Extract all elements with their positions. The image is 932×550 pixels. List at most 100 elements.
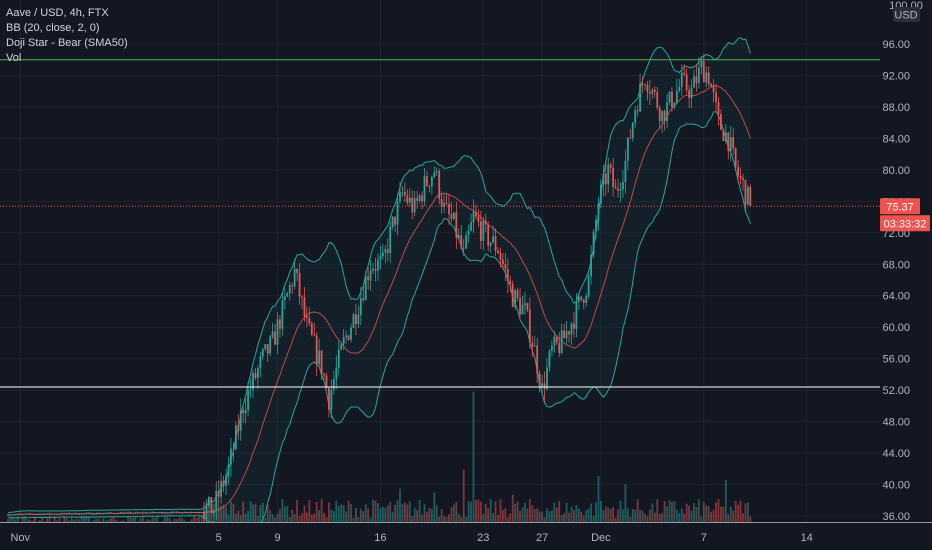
candle-body xyxy=(190,512,193,514)
volume-bar xyxy=(14,519,17,522)
volume-bar xyxy=(428,507,431,522)
volume-bar xyxy=(563,513,566,522)
volume-bar xyxy=(41,517,44,522)
chart-legend: Aave / USD, 4h, FTX BB (20, close, 2, 0)… xyxy=(6,6,128,66)
candle-body xyxy=(97,512,100,514)
volume-bar xyxy=(208,511,210,522)
candle-body xyxy=(744,179,747,205)
volume-bar xyxy=(570,506,573,522)
candle-body xyxy=(78,514,80,516)
volume-bar xyxy=(173,518,176,522)
volume-bar xyxy=(178,517,181,522)
volume-bar xyxy=(744,503,747,522)
candle-body xyxy=(85,512,88,514)
volume-bar xyxy=(185,521,188,522)
candle-body xyxy=(318,350,321,365)
volume-bar xyxy=(63,516,66,522)
candle-body xyxy=(110,512,112,514)
volume-bar xyxy=(487,508,490,522)
candle-body xyxy=(526,303,529,310)
time-tick-label: 23 xyxy=(477,532,489,544)
candle-body xyxy=(543,383,546,389)
candle-body xyxy=(404,191,406,196)
volume-bar xyxy=(509,513,512,522)
volume-bar xyxy=(597,475,600,522)
volume-bar xyxy=(438,516,441,522)
candle-body xyxy=(377,259,379,271)
volume-bar xyxy=(7,519,9,522)
volume-bar xyxy=(249,501,252,522)
volume-bar xyxy=(377,503,379,522)
volume-bar xyxy=(658,513,661,522)
candle-body xyxy=(536,345,539,374)
candle-body xyxy=(16,513,19,515)
candle-body xyxy=(421,195,423,202)
candle-body xyxy=(100,513,102,515)
candle-body xyxy=(467,230,470,236)
volume-bar xyxy=(590,503,592,522)
candle-body xyxy=(286,293,289,297)
candle-body xyxy=(435,171,438,173)
candle-body xyxy=(237,425,240,431)
indicator-doji-star[interactable]: Doji Star - Bear (SMA50) xyxy=(6,37,128,49)
volume-bar xyxy=(734,500,737,522)
time-tick-label: Dec xyxy=(591,532,611,544)
candle-body xyxy=(58,514,61,515)
indicator-bollinger[interactable]: BB (20, close, 2, 0) xyxy=(6,22,100,34)
candle-body xyxy=(7,514,9,516)
candle-body xyxy=(129,512,132,514)
candle-body xyxy=(379,256,382,260)
candle-body xyxy=(497,250,499,254)
volume-bar xyxy=(634,509,637,522)
price-tick-label: 68.00 xyxy=(882,259,910,271)
volume-bar xyxy=(337,505,340,522)
candle-body xyxy=(663,110,666,122)
price-axis[interactable]: 100.00USD96.0092.0088.0084.0080.0076.007… xyxy=(880,0,932,550)
candle-body xyxy=(671,91,673,108)
volume-bar xyxy=(119,520,122,522)
volume-bar xyxy=(320,499,323,522)
candle-body xyxy=(555,336,558,343)
horizontal-lines[interactable] xyxy=(0,59,880,388)
candle-body xyxy=(345,335,347,338)
time-tick-label: 27 xyxy=(536,532,548,544)
volume-bar xyxy=(315,501,318,522)
currency-label[interactable]: USD xyxy=(894,10,917,22)
volume-bar xyxy=(386,504,389,522)
candle-body xyxy=(271,331,274,337)
indicator-volume[interactable]: Vol xyxy=(6,52,22,64)
volume-bar xyxy=(673,501,676,522)
volume-bar xyxy=(592,515,595,522)
candle-body xyxy=(577,296,580,302)
time-tick-label: 5 xyxy=(216,532,222,544)
volume-bar xyxy=(430,509,433,522)
candle-body xyxy=(685,74,688,91)
candle-body xyxy=(394,216,396,225)
volume-bar xyxy=(232,504,235,522)
candle-body xyxy=(531,342,534,347)
candle-body xyxy=(301,296,303,298)
volume-bar xyxy=(345,511,347,522)
candle-body xyxy=(43,513,46,515)
time-axis[interactable]: Nov 5 9 16 23 27 Dec 7 14 xyxy=(0,522,932,550)
volume-bar xyxy=(724,480,727,522)
volume-bar xyxy=(440,509,443,522)
candle-body xyxy=(624,160,627,183)
volume-bar xyxy=(342,505,345,522)
candle-body xyxy=(215,490,218,511)
candle-body xyxy=(283,296,286,300)
candle-body xyxy=(112,513,115,514)
volume-bar xyxy=(460,516,463,522)
candle-body xyxy=(247,390,249,410)
price-tick-label: 44.00 xyxy=(882,448,910,460)
volume-bar xyxy=(129,517,132,522)
volume-bar xyxy=(504,508,507,522)
symbol-title[interactable]: Aave / USD, 4h, FTX xyxy=(6,7,109,19)
volume-bar xyxy=(379,508,382,522)
volume-bar xyxy=(453,504,455,522)
candle-body xyxy=(475,211,477,217)
candle-body xyxy=(688,90,690,99)
candle-body xyxy=(68,513,71,515)
volume-bar xyxy=(188,521,191,522)
